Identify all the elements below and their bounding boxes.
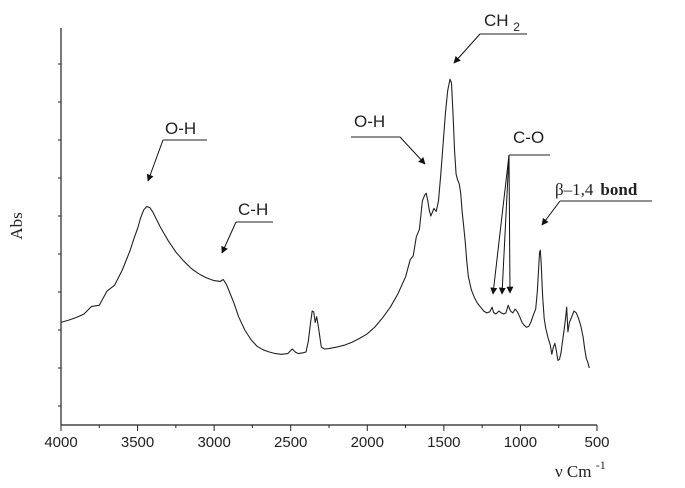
annotation-co-arrow-3 xyxy=(506,154,514,294)
annotation-oh-broad-label: O-H xyxy=(165,119,196,138)
annotation-beta-bond-arrow xyxy=(541,200,561,226)
annotation-beta-bond: β–1,4 bond xyxy=(541,180,652,226)
y-ticks xyxy=(58,63,61,407)
annotation-ch2-arrow xyxy=(453,33,481,64)
annotation-co-arrow-2 xyxy=(498,154,510,295)
x-tick-label-1500: 1500 xyxy=(427,434,460,451)
x-tick-label-500: 500 xyxy=(584,434,609,451)
annotation-oh-bending-label: O-H xyxy=(354,112,385,131)
x-tick-label-3000: 3000 xyxy=(197,434,230,451)
annotation-oh-broad-arrow xyxy=(146,139,164,182)
annotation-ch2-label: CH 2 xyxy=(484,11,520,34)
annotation-beta-bond-label: β–1,4 bond xyxy=(555,180,638,199)
y-axis-label: Abs xyxy=(7,212,26,239)
x-tick-label-2000: 2000 xyxy=(351,434,384,451)
x-tick-label-4000: 4000 xyxy=(44,434,77,451)
x-axis-label-superscript: -1 xyxy=(596,458,606,472)
annotation-beta-bond-bold: bond xyxy=(600,180,637,199)
annotation-ch2-subscript: 2 xyxy=(513,20,520,34)
x-tick-labels: 4000 3500 3000 2500 2000 1500 1000 500 xyxy=(44,434,609,451)
x-tick-label-2500: 2500 xyxy=(274,434,307,451)
annotation-co-label: C-O xyxy=(513,128,544,147)
annotation-beta-bond-text: β–1,4 xyxy=(555,180,594,199)
x-ticks xyxy=(60,425,598,431)
annotation-oh-broad: O-H xyxy=(146,119,207,182)
axes xyxy=(60,28,597,426)
spectrum-line xyxy=(60,78,590,369)
annotation-ch-arrow xyxy=(221,221,237,254)
annotation-co-arrow-1 xyxy=(490,154,510,295)
annotation-ch2: CH 2 xyxy=(453,11,527,64)
annotation-ch: C-H xyxy=(221,200,273,254)
annotation-oh-bending-arrow xyxy=(399,136,426,165)
annotation-ch2-text: CH xyxy=(484,11,509,30)
annotation-oh-bending: O-H xyxy=(351,112,426,165)
x-axis-label-main: ν Cm xyxy=(555,462,592,481)
annotation-ch-label: C-H xyxy=(238,200,268,219)
annotations: O-H C-H O-H CH 2 C-O xyxy=(146,11,652,295)
x-tick-label-3500: 3500 xyxy=(121,434,154,451)
annotation-co: C-O xyxy=(490,128,550,295)
x-tick-label-1000: 1000 xyxy=(504,434,537,451)
x-axis-label: ν Cm -1 xyxy=(555,458,606,481)
